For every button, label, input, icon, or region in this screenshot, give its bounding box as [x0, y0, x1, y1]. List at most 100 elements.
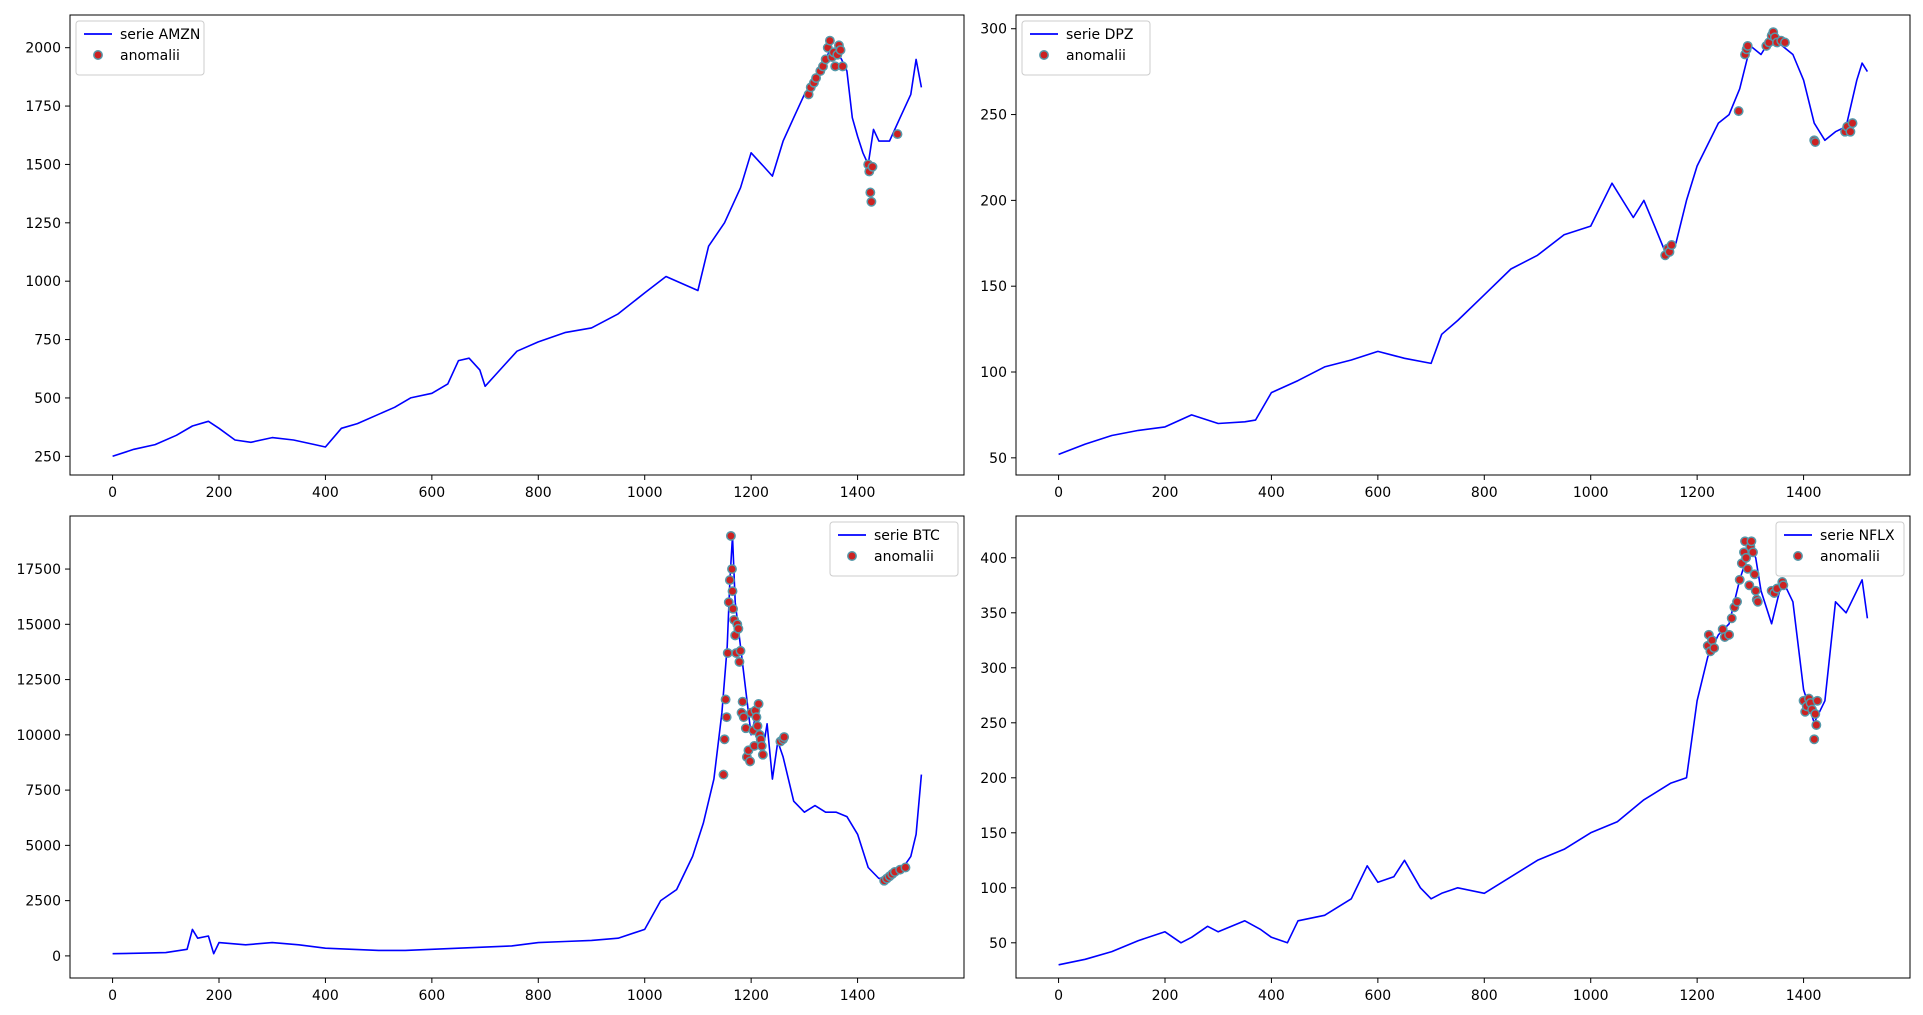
y-tick-label: 0 [52, 949, 61, 965]
anomaly-point [727, 564, 737, 575]
x-tick-label: 800 [1471, 988, 1498, 1004]
y-tick-label: 400 [980, 551, 1007, 567]
y-tick-label: 150 [980, 279, 1007, 295]
axes-frame [1015, 515, 1911, 979]
x-tick-label: 800 [525, 485, 552, 501]
x-tick-label: 0 [1054, 988, 1063, 1004]
y-tick-label: 2000 [25, 41, 61, 57]
anomaly-point [1734, 574, 1745, 585]
y-tick-label: 1500 [25, 157, 61, 173]
y-tick-label: 300 [980, 661, 1007, 677]
y-tick-label: 500 [34, 391, 61, 407]
y-tick-label: 10000 [16, 728, 61, 744]
anomaly-point [1778, 580, 1789, 591]
anomaly-point [1752, 596, 1763, 607]
anomaly-point [751, 712, 762, 723]
y-tick-label: 7500 [25, 783, 61, 799]
anomaly-point [866, 196, 877, 207]
x-tick-label: 400 [312, 485, 339, 501]
legend-label: anomalii [120, 48, 180, 64]
plot-area [1058, 27, 1869, 456]
anomaly-point [752, 721, 763, 731]
x-tick-label: 1400 [1786, 988, 1822, 1004]
legend-label: serie NFLX [1820, 528, 1895, 544]
anomaly-point [735, 645, 746, 656]
subplot-amzn: 0 200 400 600 800 1000 1200 1400 250 500 750 1000 12… [25, 14, 965, 501]
y-tick-label: 250 [980, 716, 1007, 732]
anomaly-point [900, 862, 911, 873]
x-tick-label: 1000 [627, 485, 663, 501]
legend-marker-swatch [93, 50, 103, 60]
legend: serie NFLX anomalii [1775, 521, 1905, 577]
anomaly-point [1809, 734, 1820, 745]
anomaly-point [865, 187, 876, 198]
x-tick-label: 600 [1364, 485, 1391, 501]
anomaly-point [734, 656, 745, 667]
legend-label: anomalii [1820, 549, 1880, 565]
axes-frame [69, 515, 965, 979]
anomaly-point [1741, 552, 1752, 563]
plot-area [112, 35, 923, 458]
x-tick-label: 1200 [733, 485, 769, 501]
plot-area [1058, 536, 1869, 966]
x-tick-label: 800 [525, 988, 552, 1004]
x-tick-label: 1000 [1573, 988, 1609, 1004]
y-tick-label: 200 [980, 193, 1007, 209]
anomaly-point [892, 129, 903, 140]
x-tick-label: 0 [108, 988, 117, 1004]
legend-marker-swatch [847, 551, 857, 561]
x-tick-label: 400 [1258, 485, 1285, 501]
x-tick-label: 0 [1054, 485, 1063, 501]
series-line [1058, 545, 1869, 966]
anomaly-point [738, 712, 749, 723]
anomaly-point [1748, 547, 1758, 558]
anomaly-point [1779, 37, 1790, 48]
anomaly-point [1810, 709, 1821, 719]
anomaly-point [1750, 585, 1761, 596]
series-line [112, 535, 923, 955]
x-tick-label: 1400 [840, 485, 876, 501]
anomaly-point [811, 73, 822, 83]
anomaly-point [824, 35, 835, 46]
legend-label: serie BTC [874, 528, 940, 544]
anomaly-point [1749, 569, 1760, 580]
anomaly-point [719, 734, 730, 745]
anomaly-point [737, 696, 748, 707]
anomaly-point [753, 698, 764, 709]
anomaly-point [835, 45, 846, 55]
anomaly-point [1724, 629, 1735, 640]
anomaly-point [733, 623, 744, 634]
y-tick-label: 100 [980, 365, 1007, 381]
anomaly-point [756, 740, 767, 751]
y-tick-label: 5000 [25, 838, 61, 854]
y-tick-label: 150 [980, 826, 1007, 842]
anomaly-point [720, 694, 731, 705]
x-tick-label: 800 [1471, 485, 1498, 501]
anomaly-point [1810, 137, 1821, 147]
subplot-dpz: 0 200 400 600 800 1000 1200 1400 50 100 150 200 250 3… [980, 14, 1911, 501]
x-tick-label: 200 [1152, 485, 1179, 501]
y-tick-label: 200 [980, 771, 1007, 787]
anomaly-point [1733, 106, 1744, 117]
x-tick-label: 1400 [1786, 485, 1822, 501]
anomaly-point [728, 603, 738, 614]
anomaly-point [1726, 613, 1737, 624]
legend-marker-swatch [1039, 50, 1049, 60]
legend-marker-swatch [1793, 551, 1803, 561]
anomaly-point [837, 61, 848, 72]
legend-label: serie AMZN [120, 27, 200, 43]
anomaly-point [724, 575, 735, 586]
x-tick-label: 600 [1364, 988, 1391, 1004]
axes-frame [1015, 14, 1911, 476]
anomaly-point [1732, 596, 1743, 607]
plot-area [112, 530, 923, 955]
y-tick-label: 1250 [25, 216, 61, 232]
legend: serie AMZN anomalii [75, 20, 205, 76]
anomaly-point [725, 530, 736, 541]
y-tick-label: 1750 [25, 99, 61, 115]
y-tick-label: 12500 [16, 673, 61, 689]
x-tick-label: 1200 [733, 988, 769, 1004]
y-tick-label: 250 [980, 108, 1007, 124]
subplot-btc: 0 200 400 600 800 1000 1200 1400 0 2500 5000 7500 10… [16, 515, 965, 1004]
